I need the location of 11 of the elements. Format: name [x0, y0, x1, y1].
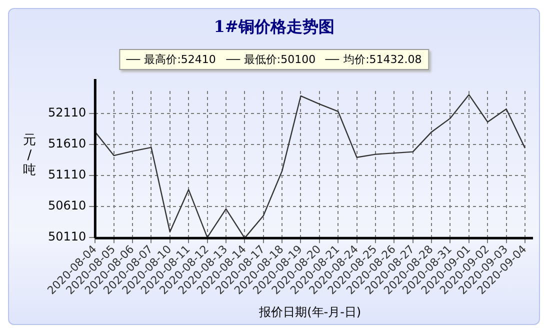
- text: 最低价:50100: [244, 52, 316, 67]
- y-axis-title: 元/吨: [23, 133, 36, 178]
- text: 均价:51432.08: [344, 52, 422, 67]
- y-tick-label: 50110: [48, 230, 86, 244]
- y-tick-label: 52110: [48, 105, 86, 120]
- y-tick-label: 50610: [48, 198, 86, 213]
- x-axis-title: 报价日期(年-月-日): [258, 304, 362, 319]
- y-tick-label: 51110: [48, 168, 86, 182]
- chart-title: 1#铜价格走势图: [212, 17, 336, 38]
- text: 最高价:52410: [144, 52, 216, 67]
- y-tick-label: 51610: [48, 136, 86, 150]
